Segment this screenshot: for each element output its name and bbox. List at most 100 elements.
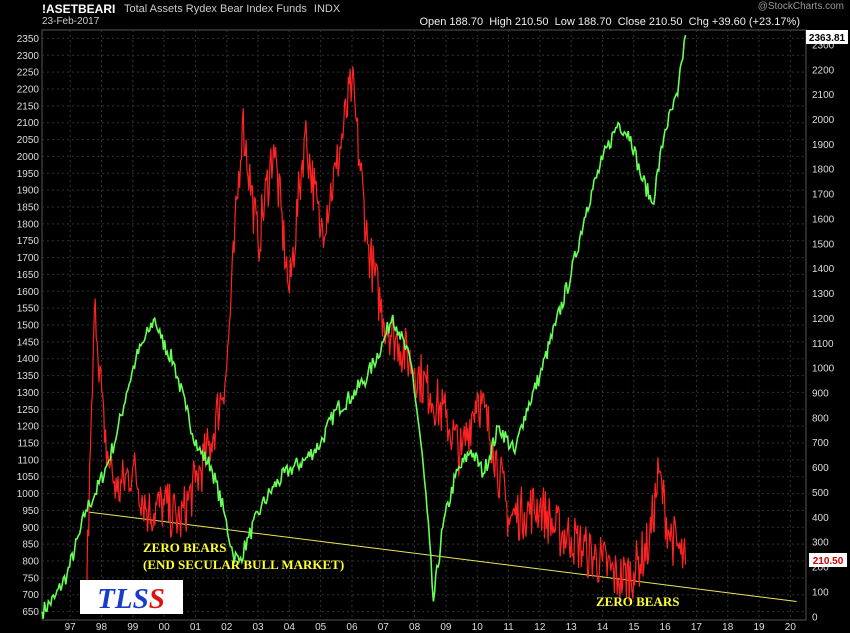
trendline: [88, 511, 797, 602]
tlss-logo-text: TLSS: [97, 583, 165, 615]
x-axis-ticks: 97 98 99 00 01 02 03 04 05 06 07 08 09 10 11 12 13 14 15 16…: [65, 622, 797, 633]
right-tick-label: 2200: [812, 65, 835, 76]
left-tick-label: 1600: [17, 287, 40, 298]
x-tick-label: 13: [566, 622, 578, 633]
right-tick-label: 1800: [812, 165, 835, 176]
ohlc-readout: Open 188.70 High 210.50 Low 188.70 Close…: [419, 16, 800, 28]
right-tick-label: 2300: [812, 40, 835, 51]
low-value: 188.70: [577, 16, 612, 28]
left-tick-label: 2100: [17, 118, 40, 129]
low-label: Low: [554, 16, 575, 28]
left-tick-label: 900: [22, 523, 39, 534]
left-tick-label: 650: [22, 607, 39, 618]
right-tick-label: 600: [812, 463, 829, 474]
x-tick-label: 09: [440, 622, 452, 633]
x-tick-label: 04: [284, 622, 296, 633]
x-tick-label: 18: [722, 622, 734, 633]
x-tick-label: 14: [597, 622, 609, 633]
x-tick-label: 98: [96, 622, 108, 633]
x-tick-label: 00: [159, 622, 171, 633]
left-tick-label: 1150: [17, 439, 39, 450]
open-value: 188.70: [449, 16, 484, 28]
annotation-zero-bears: ZERO BEARS: [143, 540, 226, 555]
left-tick-label: 750: [22, 573, 39, 584]
right-tick-label: 1100: [812, 339, 834, 350]
right-tick-label: 500: [812, 488, 829, 499]
x-tick-label: 97: [65, 622, 77, 633]
left-tick-label: 700: [22, 590, 39, 601]
left-tick-label: 1200: [17, 422, 40, 433]
right-tick-label: 1400: [812, 264, 835, 275]
right-axis-ticks: 0 100 200 300 400 500 600 700 800 900 1000 1100 1200…: [812, 40, 835, 623]
right-tick-label: 400: [812, 513, 829, 524]
left-last-badge: 2363.81: [806, 30, 848, 44]
x-tick-label: 16: [660, 622, 672, 633]
description-text: Total Assets Rydex Bear Index Funds: [124, 3, 307, 15]
description-label: Total Assets Rydex Bear Index Funds INDX: [124, 3, 340, 15]
left-last-value: 2363.81: [809, 33, 846, 44]
x-tick-label: 20: [785, 622, 797, 633]
left-tick-label: 2000: [17, 152, 40, 163]
left-tick-label: 1800: [17, 219, 40, 230]
green-series-line: [41, 34, 687, 619]
left-tick-label: 1100: [17, 455, 39, 466]
right-last-badge: 210.50: [809, 553, 847, 567]
right-tick-label: 300: [812, 538, 829, 549]
left-tick-label: 800: [22, 557, 39, 568]
x-tick-label: 07: [378, 622, 390, 633]
left-tick-label: 1250: [17, 405, 40, 416]
right-tick-label: 2100: [812, 90, 835, 101]
x-tick-label: 01: [190, 622, 202, 633]
right-last-value: 210.50: [813, 556, 844, 567]
left-axis-ticks: 650 700 750 800 850 900 950 1000 1050 1100 1150 120…: [17, 34, 40, 618]
left-tick-label: 2300: [17, 51, 40, 62]
x-tick-label: 19: [753, 622, 765, 633]
annotation-end-secular: (END SECULAR BULL MARKET): [143, 557, 344, 572]
right-tick-label: 700: [812, 438, 829, 449]
chg-value: +39.60 (+23.17%): [711, 16, 800, 28]
left-tick-label: 1850: [17, 203, 40, 214]
high-label: High: [489, 16, 512, 28]
x-tick-label: 17: [691, 622, 703, 633]
left-tick-label: 1900: [17, 186, 40, 197]
left-tick-label: 1550: [17, 304, 40, 315]
left-tick-label: 1300: [17, 388, 40, 399]
right-tick-label: 900: [812, 389, 829, 400]
tlss-logo-red-letter: S: [149, 583, 165, 615]
watermark[interactable]: @StockCharts.com: [757, 1, 844, 12]
left-tick-label: 1950: [17, 169, 40, 180]
right-tick-label: 800: [812, 413, 829, 424]
left-tick-label: 2200: [17, 85, 40, 96]
annotation-zero-bears-2: ZERO BEARS: [596, 594, 679, 609]
left-tick-label: 850: [22, 540, 39, 551]
left-tick-label: 1700: [17, 253, 40, 264]
tlss-logo: TLSS: [80, 580, 183, 615]
right-tick-label: 200: [812, 563, 829, 574]
right-tick-label: 1600: [812, 214, 835, 225]
left-tick-label: 950: [22, 506, 39, 517]
x-tick-label: 06: [346, 622, 358, 633]
right-tick-label: 1700: [812, 190, 835, 201]
date-label: 23-Feb-2017: [42, 16, 100, 27]
left-tick-label: 2350: [17, 34, 40, 45]
right-tick-label: 1500: [812, 239, 835, 250]
right-tick-label: 100: [812, 587, 829, 598]
left-tick-label: 1000: [17, 489, 40, 500]
right-tick-label: 1200: [812, 314, 835, 325]
right-tick-label: 0: [812, 612, 818, 623]
x-tick-label: 99: [127, 622, 139, 633]
close-value: 210.50: [648, 16, 683, 28]
left-tick-label: 1050: [17, 472, 40, 483]
symbol-label[interactable]: !ASETBEARI: [42, 2, 116, 16]
left-tick-label: 1450: [17, 337, 40, 348]
right-tick-label: 1900: [812, 140, 835, 151]
right-tick-label: 2000: [812, 115, 835, 126]
right-tick-label: 1300: [812, 289, 835, 300]
high-value: 210.50: [514, 16, 549, 28]
close-label: Close: [617, 16, 646, 28]
left-tick-label: 2250: [17, 68, 40, 79]
left-tick-label: 1500: [17, 321, 40, 332]
x-tick-label: 11: [503, 622, 514, 633]
x-tick-label: 05: [315, 622, 327, 633]
